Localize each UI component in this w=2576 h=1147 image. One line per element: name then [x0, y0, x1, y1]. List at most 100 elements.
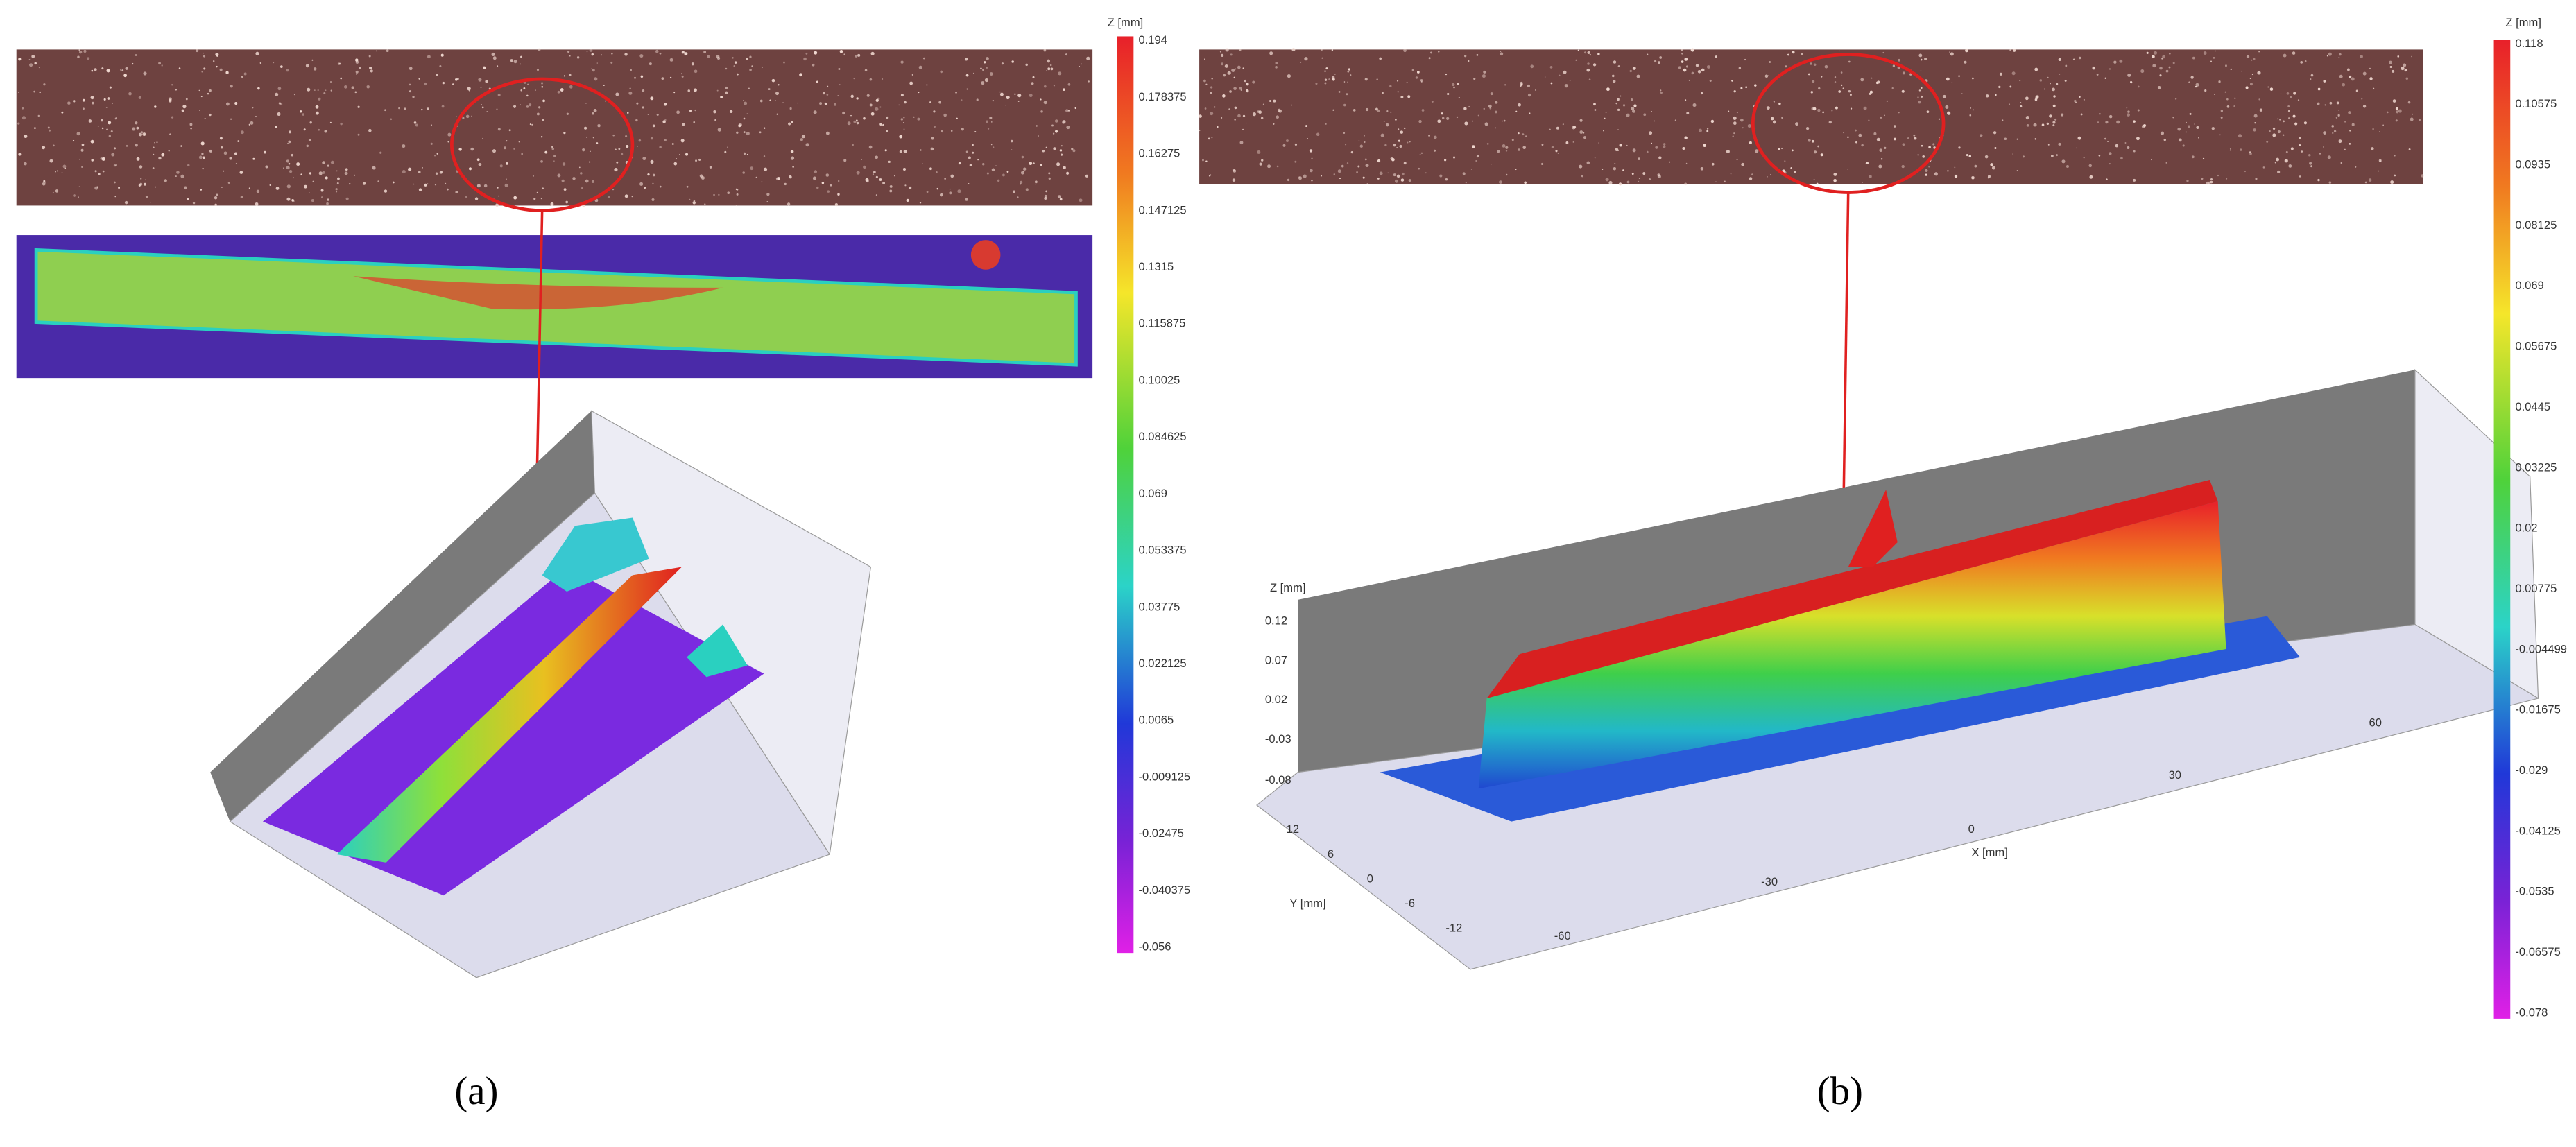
speck — [603, 85, 605, 87]
speck — [1518, 103, 1521, 107]
speck — [1357, 165, 1360, 168]
speck — [235, 162, 237, 164]
speck — [2324, 104, 2326, 106]
speck — [1530, 64, 1534, 69]
speck — [325, 176, 328, 180]
speck — [1938, 118, 1941, 120]
speck — [1649, 178, 1651, 181]
speck — [567, 51, 570, 53]
speck — [2195, 85, 2197, 88]
speck — [536, 191, 538, 193]
speck — [2327, 155, 2331, 159]
speck — [2066, 164, 2069, 168]
speck — [2254, 122, 2256, 124]
speck — [329, 80, 332, 83]
speck — [1792, 51, 1795, 54]
speck — [2172, 62, 2175, 64]
speck — [2323, 131, 2327, 135]
speck — [344, 171, 348, 175]
speck — [2220, 117, 2223, 119]
speck — [2099, 113, 2101, 115]
speck — [1700, 166, 1704, 171]
speck — [1222, 94, 1226, 98]
bar-top — [1486, 479, 2218, 699]
speck — [1663, 145, 1666, 148]
speck — [214, 196, 218, 200]
speck — [592, 137, 594, 139]
speck — [782, 101, 784, 103]
speck — [625, 135, 628, 138]
speck — [2319, 153, 2321, 155]
speck — [2287, 110, 2290, 112]
speck — [114, 117, 117, 120]
speck — [2257, 71, 2261, 75]
colorbar-label: -0.029 — [2515, 764, 2548, 777]
speck — [650, 159, 654, 164]
speck — [1747, 124, 1751, 128]
speck — [527, 83, 529, 85]
speck — [863, 117, 866, 120]
speck — [1583, 136, 1586, 139]
speck — [318, 97, 321, 101]
speck — [746, 58, 748, 60]
speck — [135, 121, 138, 125]
speck — [80, 148, 84, 152]
speck — [465, 196, 468, 198]
speck — [1822, 111, 1825, 114]
speck — [187, 164, 190, 167]
speck — [1468, 105, 1470, 107]
speck — [158, 62, 162, 65]
speck — [447, 141, 449, 143]
colorbar-label: -0.056 — [1138, 940, 1171, 954]
speck — [2054, 118, 2057, 121]
speck — [1221, 62, 1224, 66]
speck — [682, 123, 685, 126]
speck — [1061, 145, 1063, 147]
y-ticks: -6 — [1405, 897, 1415, 910]
speck — [335, 188, 338, 191]
speck — [255, 51, 259, 55]
speck — [684, 52, 688, 56]
speck — [965, 150, 968, 153]
speck — [652, 182, 654, 185]
speck — [639, 182, 644, 186]
speck — [651, 198, 655, 202]
speck — [1925, 173, 1927, 176]
speck — [850, 94, 854, 98]
speck — [1237, 65, 1241, 69]
speck — [1257, 150, 1261, 154]
speck — [982, 69, 984, 71]
speck — [812, 63, 815, 67]
speck — [2226, 178, 2228, 180]
speck — [1924, 57, 1927, 60]
speck — [2107, 141, 2109, 142]
speck — [2076, 147, 2077, 149]
speck — [1781, 117, 1783, 119]
speck — [497, 128, 501, 131]
speck — [921, 163, 923, 165]
speck — [732, 57, 734, 59]
speck — [2203, 51, 2207, 55]
speck — [650, 137, 653, 140]
speck — [1362, 176, 1365, 179]
speck — [1332, 76, 1335, 79]
speck — [2140, 69, 2145, 74]
speck — [2169, 53, 2171, 55]
speck — [1260, 117, 1264, 120]
speck — [439, 64, 442, 67]
speck — [90, 139, 94, 144]
speck — [2328, 52, 2332, 56]
speck — [944, 178, 947, 180]
colorbar-label: 0.10025 — [1138, 373, 1180, 386]
speck — [1805, 127, 1810, 130]
speck — [98, 173, 101, 175]
speck — [1484, 122, 1488, 126]
speck — [1572, 126, 1576, 130]
speck — [931, 137, 934, 140]
speck — [190, 127, 192, 130]
colorbar-label: -0.009125 — [1138, 770, 1190, 783]
speck — [639, 54, 644, 58]
speck — [482, 137, 483, 139]
speck — [557, 173, 561, 178]
speck — [1377, 178, 1380, 180]
